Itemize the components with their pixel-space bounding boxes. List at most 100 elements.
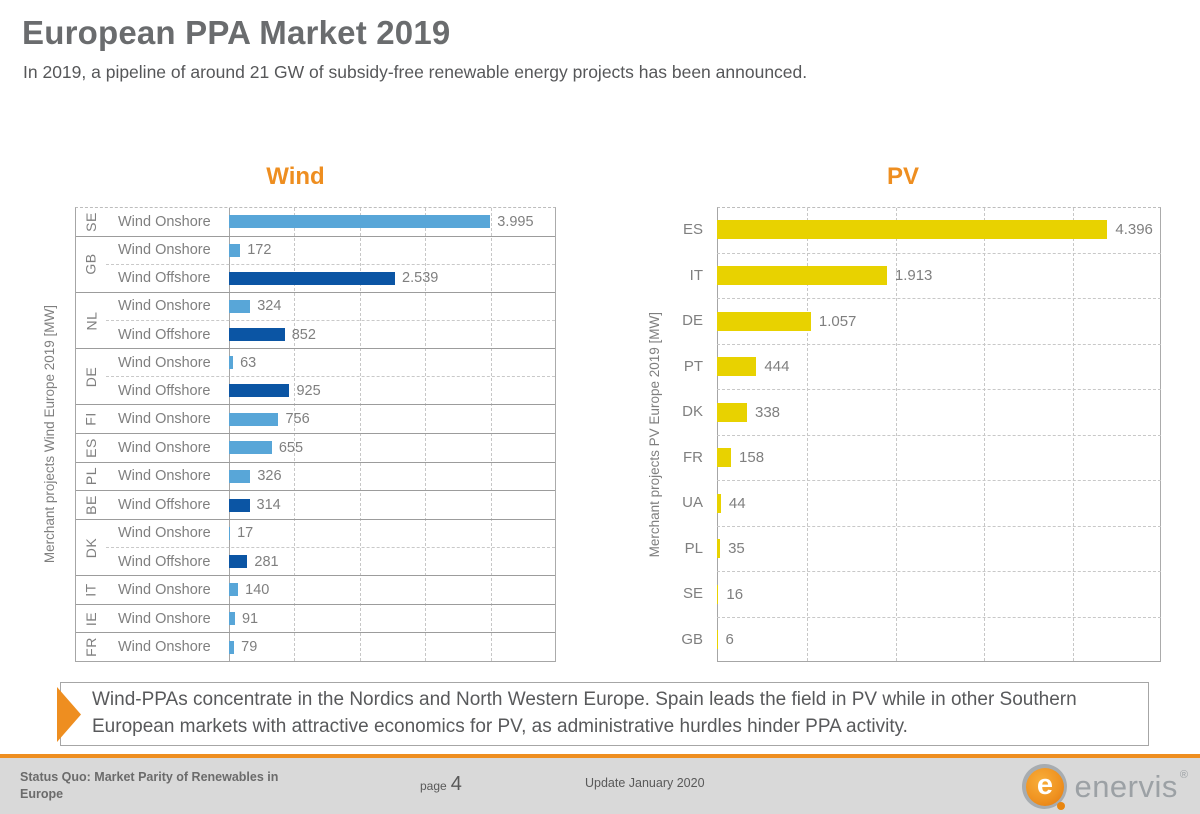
wind-row: Wind Offshore 281: [106, 547, 555, 575]
country-label: IT: [689, 266, 703, 284]
logo-wordmark: enervis: [1074, 768, 1178, 804]
pv-bar: [717, 220, 1108, 240]
pv-bar: [717, 311, 811, 331]
wind-axis-label: Merchant projects Wind Europe 2019 [MW]: [41, 305, 57, 564]
wind-row: Wind Onshore 756: [106, 405, 555, 433]
country-label: DE: [82, 366, 99, 387]
wind-bar: [229, 469, 251, 483]
bar-value-label: 756: [285, 411, 310, 428]
country-label: PL: [83, 467, 99, 486]
gridline: [294, 208, 296, 661]
wind-bar: [229, 583, 239, 597]
country-label: FR: [82, 637, 99, 658]
wind-row: Wind Onshore 17: [106, 520, 555, 547]
wind-bar: [229, 555, 248, 569]
bar-value-label: 324: [257, 298, 282, 315]
wind-bar: [229, 356, 234, 370]
enervis-logo: e enervis ®: [1022, 764, 1188, 810]
country-group: GB Wind Onshore 172 Wind Offshore 2.539: [76, 235, 555, 292]
country-group: FR Wind Onshore 79: [76, 632, 555, 661]
page-label: page: [420, 779, 447, 793]
pv-row: PL 35: [645, 525, 1161, 572]
country-label: DK: [82, 537, 99, 558]
pv-row: UA 44: [645, 480, 1161, 526]
bar-value-label: 281: [254, 553, 279, 570]
country-label: ES: [682, 221, 703, 239]
pv-row: DK 338: [645, 389, 1161, 435]
bar-value-label: 4.396: [1115, 221, 1153, 239]
page-number: page 4: [420, 773, 462, 795]
bar-value-label: 852: [291, 326, 316, 343]
wind-chart-title: Wind: [266, 163, 325, 190]
footer: Status Quo: Market Parity of Renewables …: [0, 758, 1200, 814]
pv-bar: [717, 357, 757, 377]
bar-value-label: 1.057: [818, 312, 857, 330]
wind-bar: [229, 243, 241, 257]
series-label: Wind Onshore: [118, 411, 211, 428]
wind-row: Wind Onshore 324: [106, 293, 555, 320]
country-group: DK Wind Onshore 17 Wind Offshore 281: [76, 518, 555, 575]
country-group: IT Wind Onshore 140: [76, 575, 555, 604]
wind-bar: [229, 498, 250, 512]
pv-bar: [717, 630, 718, 650]
bar-value-label: 2.539: [402, 270, 439, 287]
pv-row: SE 16: [645, 571, 1161, 617]
wind-row: Wind Onshore 3.995: [106, 208, 555, 236]
country-label: DK: [682, 403, 703, 421]
bar-value-label: 140: [245, 581, 270, 598]
pv-bar: [717, 493, 721, 513]
series-label: Wind Onshore: [118, 213, 211, 230]
wind-row: Wind Offshore 852: [106, 320, 555, 348]
registered-mark: ®: [1179, 768, 1188, 781]
wind-row: Wind Onshore 79: [106, 633, 555, 661]
gridline: [425, 208, 427, 661]
footer-divider: [0, 754, 1200, 758]
bar-value-label: 44: [728, 494, 746, 512]
pv-bar: [717, 266, 887, 286]
country-label: PT: [683, 357, 703, 375]
wind-bar: [229, 215, 491, 229]
callout-text: Wind-PPAs concentrate in the Nordics and…: [92, 689, 1077, 737]
wind-bar: [229, 640, 235, 654]
wind-row: Wind Onshore 655: [106, 434, 555, 462]
pv-row: PT 444: [645, 343, 1161, 390]
country-group: PL Wind Onshore 326: [76, 461, 555, 491]
pv-bar: [717, 584, 719, 604]
country-group: NL Wind Onshore 324 Wind Offshore 852: [76, 291, 555, 348]
bar-value-label: 16: [726, 585, 744, 603]
wind-row: Wind Onshore 172: [106, 237, 555, 264]
wind-row: Wind Offshore 2.539: [106, 263, 555, 292]
wind-bar: [229, 612, 235, 626]
wind-bar: [229, 299, 251, 313]
country-label: FI: [82, 412, 99, 426]
bar-value-label: 314: [256, 497, 281, 514]
logo-dot: [1057, 802, 1066, 810]
series-label: Wind Offshore: [118, 326, 211, 343]
series-label: Wind Offshore: [118, 497, 211, 514]
country-group: SE Wind Onshore 3.995: [76, 208, 555, 236]
pv-plot-area: ES 4.396 IT 1.913 DE 1.057 PT 444 DK 338 FR 158 UA 44…: [645, 207, 1161, 662]
country-label: SE: [83, 211, 99, 232]
wind-bar: [229, 412, 279, 426]
pv-row: ES 4.396: [645, 207, 1161, 253]
bar-value-label: 6: [725, 631, 734, 649]
bar-value-label: 444: [764, 358, 790, 376]
bar-value-label: 172: [247, 242, 272, 259]
wind-bar: [229, 384, 290, 398]
country-group: ES Wind Onshore 655: [76, 433, 555, 462]
series-label: Wind Onshore: [118, 468, 211, 485]
wind-row: Wind Onshore 91: [106, 605, 555, 633]
series-label: Wind Offshore: [118, 553, 211, 570]
footer-deck-title: Status Quo: Market Parity of Renewables …: [20, 770, 279, 801]
country-group: BE Wind Offshore 314: [76, 490, 555, 519]
country-label: BE: [83, 495, 99, 515]
country-label: DE: [682, 312, 703, 330]
series-label: Wind Onshore: [118, 439, 211, 456]
wind-plot-area: SE Wind Onshore 3.995 GB Wind Onshore 172 Wind…: [75, 207, 556, 662]
pv-row: IT 1.913: [645, 252, 1161, 299]
page-subtitle: In 2019, a pipeline of around 21 GW of s…: [23, 62, 808, 82]
pv-bar: [717, 539, 721, 559]
series-label: Wind Onshore: [118, 242, 211, 259]
wind-row: Wind Offshore 314: [106, 491, 555, 519]
wind-row: Wind Onshore 140: [106, 576, 555, 604]
